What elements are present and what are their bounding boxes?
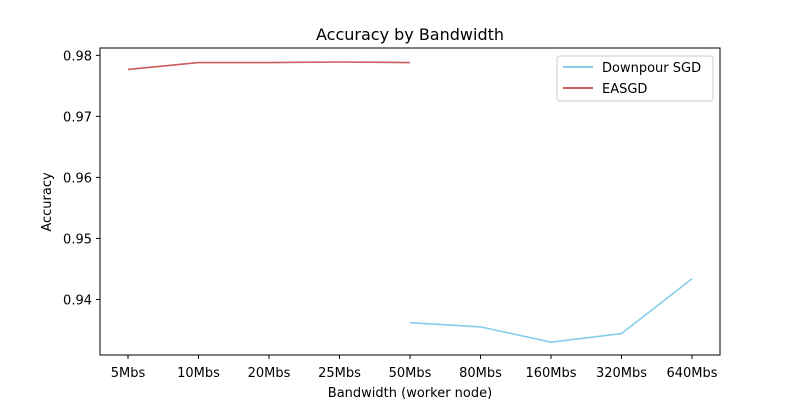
- x-tick-label: 80Mbs: [459, 366, 502, 381]
- y-tick-label: 0.95: [63, 232, 92, 247]
- x-tick-label: 640Mbs: [666, 366, 717, 381]
- chart-title: Accuracy by Bandwidth: [316, 25, 504, 44]
- plot-area: [127, 61, 693, 344]
- legend-label-easgd: EASGD: [602, 82, 647, 97]
- x-axis-label: Bandwidth (worker node): [328, 386, 492, 400]
- series-line-easgd: [127, 61, 411, 71]
- y-axis: 0.94 0.95 0.96 0.97 0.98: [63, 49, 100, 308]
- x-tick-label: 320Mbs: [596, 366, 647, 381]
- y-tick-label: 0.96: [63, 171, 92, 186]
- x-tick-label: 10Mbs: [177, 366, 220, 381]
- x-axis: 5Mbs 10Mbs 20Mbs 25Mbs 50Mbs 80Mbs 160Mbs 320Mb…: [111, 355, 718, 381]
- legend-label-downpour-sgd: Downpour SGD: [602, 61, 701, 76]
- legend-frame: [556, 55, 714, 102]
- x-tick-label: 20Mbs: [248, 366, 291, 381]
- x-tick-label: 25Mbs: [318, 366, 361, 381]
- x-tick-label: 160Mbs: [525, 366, 576, 381]
- y-tick-label: 0.97: [63, 110, 92, 125]
- legend: Downpour SGD EASGD: [556, 55, 714, 102]
- y-tick-label: 0.98: [63, 49, 92, 64]
- y-axis-label: Accuracy: [40, 172, 55, 232]
- x-tick-label: 50Mbs: [389, 366, 432, 381]
- series-line-downpour-sgd: [409, 278, 693, 344]
- x-tick-label: 5Mbs: [111, 366, 146, 381]
- y-tick-label: 0.94: [63, 293, 92, 308]
